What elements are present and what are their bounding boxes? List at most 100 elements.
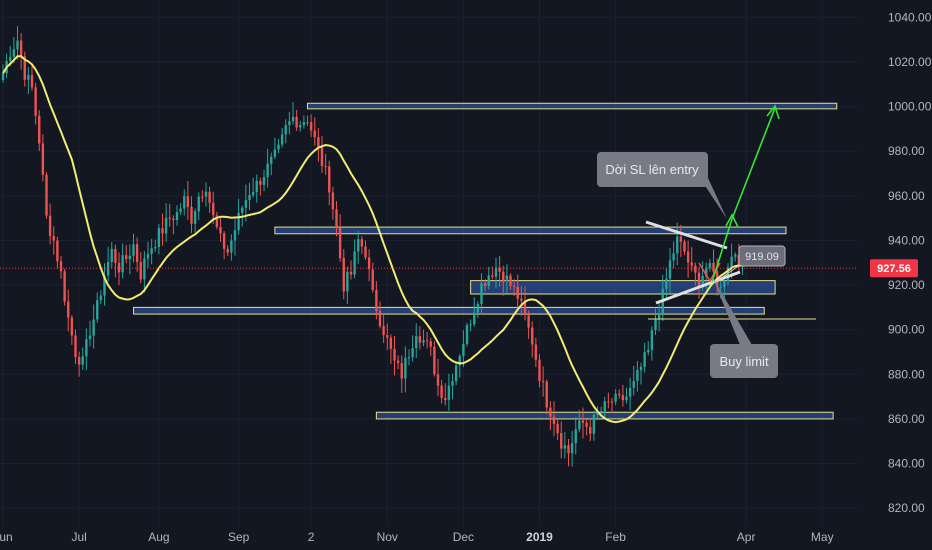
candle-body <box>248 195 251 201</box>
candle-body <box>284 125 287 135</box>
candle-body <box>1 73 5 80</box>
candle-body <box>357 239 360 252</box>
candle-body <box>708 262 712 268</box>
candle-body <box>538 359 541 381</box>
candle-body <box>190 206 193 224</box>
candle-body <box>632 380 635 388</box>
candle-body <box>719 286 722 288</box>
candle-body <box>556 423 559 434</box>
time-tick-label: Jun <box>0 530 13 544</box>
price-label-connector <box>713 264 741 284</box>
candle-body <box>476 304 480 313</box>
candle-body <box>306 122 309 124</box>
candle-body <box>726 267 730 282</box>
candle-body <box>237 212 240 231</box>
candle-body <box>52 235 55 241</box>
candle-body <box>382 325 385 336</box>
candle-body <box>618 393 621 396</box>
price-tick-label: 940.00 <box>888 233 925 247</box>
candle-body <box>639 366 643 371</box>
candle-body <box>596 411 599 415</box>
candle-body <box>77 357 81 365</box>
candle-body <box>523 300 527 316</box>
candle-body <box>317 137 320 148</box>
candle-body <box>215 215 219 228</box>
candle-body <box>183 196 186 209</box>
candle-body <box>219 227 222 234</box>
candle-body <box>299 124 302 128</box>
time-tick-label: 2 <box>308 530 315 544</box>
candle-body <box>96 300 99 320</box>
candle-body <box>328 166 331 193</box>
candle-body <box>694 265 697 273</box>
candle-body <box>154 247 157 249</box>
candle-body <box>364 246 367 258</box>
price-tick-label: 860.00 <box>888 412 925 426</box>
candle-body <box>266 163 269 178</box>
time-tick-label: Jul <box>71 530 86 544</box>
candle-body <box>411 348 414 358</box>
candle-body <box>429 341 432 347</box>
last-price-value: 927.56 <box>877 263 911 275</box>
price-tick-label: 920.00 <box>888 278 925 292</box>
callout-pointer <box>712 276 752 345</box>
candle-body <box>396 360 400 363</box>
candle-body <box>117 262 121 273</box>
last-price-badge <box>870 259 918 278</box>
candle-body <box>654 319 657 331</box>
time-tick-label: Dec <box>453 530 474 544</box>
candle-body <box>389 337 393 349</box>
candle-body <box>469 324 472 326</box>
candle-body <box>505 275 509 282</box>
candle-body <box>302 122 306 125</box>
candle-body <box>643 352 646 367</box>
candle-body <box>473 312 476 325</box>
candle-body <box>244 200 248 208</box>
candle-body <box>342 258 345 292</box>
candle-body <box>67 301 70 318</box>
candle-body <box>128 255 132 260</box>
candle-body <box>81 356 84 365</box>
candle-body <box>462 344 465 357</box>
price-tick-label: 1000.00 <box>888 100 932 114</box>
zone-box <box>274 226 787 235</box>
candle-body <box>647 349 650 353</box>
candle-body <box>512 285 516 287</box>
candle-body <box>255 180 258 193</box>
candle-body <box>45 174 48 216</box>
candle-body <box>657 314 661 320</box>
candle-body <box>683 241 686 252</box>
candle-body <box>212 202 215 216</box>
candle-body <box>570 443 574 454</box>
candle-body <box>487 275 490 286</box>
candle-body <box>331 192 335 210</box>
candle-body <box>208 191 211 203</box>
candle-body <box>610 401 614 403</box>
candle-body <box>41 143 45 175</box>
candle-body <box>676 236 679 254</box>
candle-body <box>277 144 280 150</box>
callouts: Dời SL lên entry Buy limit 919.09 <box>597 152 786 378</box>
candle-body <box>567 445 570 454</box>
candle-body <box>560 433 563 449</box>
zone-box <box>470 280 776 295</box>
candle-body <box>491 275 494 277</box>
candle-body <box>465 325 469 345</box>
candle-body <box>291 116 295 122</box>
candle-body <box>378 311 382 326</box>
candle-body <box>686 251 690 263</box>
candle-body <box>295 116 298 128</box>
price-tick-label: 980.00 <box>888 144 925 158</box>
callout-sl-entry: Dời SL lên entry <box>605 162 699 177</box>
price-label-value: 919.09 <box>745 251 779 263</box>
candle-body <box>574 429 577 444</box>
time-axis-panel[interactable] <box>0 526 932 550</box>
candle-body <box>549 407 552 417</box>
candle-body <box>175 212 179 221</box>
candle-body <box>132 244 135 256</box>
price-tick-label: 960.00 <box>888 189 925 203</box>
price-label-box <box>738 245 786 267</box>
time-tick-label: Apr <box>737 530 756 544</box>
candle-body <box>48 215 52 236</box>
